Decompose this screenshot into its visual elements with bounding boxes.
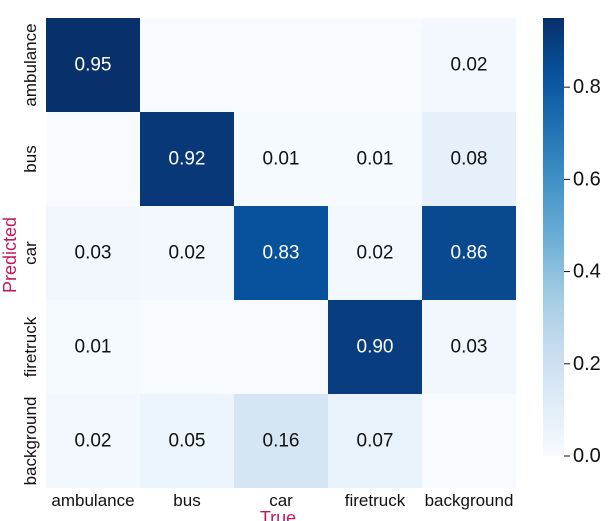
heatmap-cell [234, 206, 328, 300]
cell-value-label: 0.03 [75, 243, 112, 264]
cell-value-label: 0.02 [169, 243, 206, 264]
x-tick-label: ambulance [51, 491, 134, 510]
colorbar-gradient [543, 18, 564, 456]
cell-value-label: 0.01 [357, 149, 394, 170]
colorbar-tick-label: 0.2 [573, 353, 601, 375]
colorbar-ticks: 0.0 0.2 0.4 0.6 0.8 [564, 76, 601, 467]
heatmap-cell [140, 206, 234, 300]
cell-value-label: 0.90 [357, 337, 394, 358]
heatmap-cell [422, 112, 516, 206]
x-tick-label: bus [173, 491, 200, 510]
y-tick-label: firetruck [21, 316, 40, 377]
heatmap-cell [46, 394, 140, 488]
heatmap-cell [46, 300, 140, 394]
x-axis-title: True [260, 508, 296, 521]
heatmap-cell [234, 394, 328, 488]
heatmap-cell [422, 300, 516, 394]
x-tick-labels: ambulance bus car firetruck background [51, 491, 513, 510]
cell-value-label: 0.95 [75, 55, 112, 76]
heatmap-cell [328, 206, 422, 300]
heatmap-cell [46, 206, 140, 300]
y-tick-label: ambulance [21, 23, 40, 106]
y-tick-labels: ambulance bus car firetruck background [21, 23, 40, 485]
heatmap-cell [328, 18, 422, 112]
heatmap-cell [422, 206, 516, 300]
heatmap-cell [140, 394, 234, 488]
cell-value-label: 0.02 [75, 431, 112, 452]
heatmap-cell [234, 300, 328, 394]
heatmap-cell [140, 18, 234, 112]
heatmap-cell [328, 112, 422, 206]
cell-value-label: 0.08 [451, 149, 488, 170]
y-tick-label: car [21, 241, 40, 265]
heatmap-cell [234, 18, 328, 112]
y-axis-title: Predicted [0, 217, 20, 293]
heatmap-cell [46, 18, 140, 112]
cell-value-label: 0.02 [357, 243, 394, 264]
colorbar-tick-label: 0.8 [573, 76, 601, 98]
heatmap-cell [140, 112, 234, 206]
x-tick-label: firetruck [345, 491, 406, 510]
y-tick-label: background [21, 397, 40, 486]
colorbar-tick-label: 0.0 [573, 445, 601, 467]
cell-value-label: 0.03 [451, 337, 488, 358]
x-tick-label: car [269, 491, 293, 510]
heatmap-cell [328, 394, 422, 488]
cell-value-label: 0.92 [169, 149, 206, 170]
cell-value-label: 0.05 [169, 431, 206, 452]
heatmap-cell [140, 300, 234, 394]
colorbar: 0.0 0.2 0.4 0.6 0.8 [543, 18, 601, 467]
cell-value-label: 0.86 [451, 243, 488, 264]
heatmap-cell [234, 112, 328, 206]
heatmap-cells: 0.95 0.02 0.92 0.01 0.01 0.08 0.03 0.02 0.83 0.02… [46, 18, 516, 488]
cell-value-label: 0.01 [263, 149, 300, 170]
x-tick-label: background [425, 491, 514, 510]
colorbar-tick-label: 0.6 [573, 168, 601, 190]
heatmap-cell [328, 300, 422, 394]
cell-value-label: 0.01 [75, 337, 112, 358]
cell-value-label: 0.83 [263, 243, 300, 264]
cell-value-label: 0.02 [451, 55, 488, 76]
cell-value-label: 0.16 [263, 431, 300, 452]
heatmap-cell [422, 18, 516, 112]
heatmap-cell [422, 394, 516, 488]
y-tick-label: bus [21, 145, 40, 172]
cell-value-label: 0.07 [357, 431, 394, 452]
colorbar-tick-label: 0.4 [573, 261, 601, 283]
heatmap-cell [46, 112, 140, 206]
